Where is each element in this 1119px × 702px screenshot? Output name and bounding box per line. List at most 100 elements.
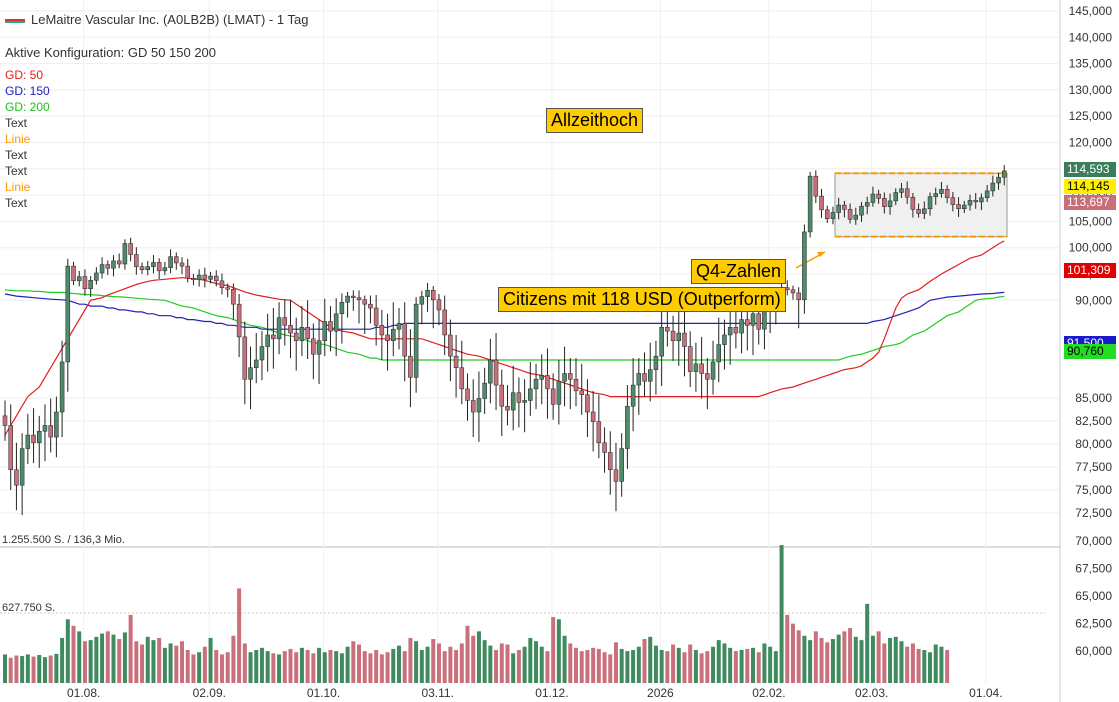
volume-bar [796,630,801,683]
volume-bar [379,654,384,683]
volume-bar [579,651,584,683]
volume-bar [322,652,327,683]
volume-bar [842,631,847,683]
volume-bar [905,646,910,683]
volume-bar [865,603,870,683]
volume-max-label: 1.255.500 S. / 136,3 Mio. [2,534,125,546]
volume-bar [111,634,116,683]
y-tick-label: 135,000 [1069,57,1113,71]
instrument-swatch-icon [5,18,25,23]
candle-body [88,280,93,289]
volume-bar [254,650,259,683]
candle-body [836,204,841,213]
candle-body [522,400,527,403]
candle-body [733,327,739,334]
candle-body [94,272,99,281]
volume-bar [659,650,664,683]
volume-bar [682,652,687,683]
volume-bar [790,623,795,683]
candle-body [562,373,567,382]
candle-body [145,266,150,271]
candle-body [214,275,219,282]
volume-bar [151,640,156,683]
volume-bar [705,651,710,683]
y-tick-label: 105,000 [1069,214,1113,228]
volume-bar [471,635,476,683]
candle-body [453,355,459,368]
volume-bar [848,628,853,683]
volume-bar [830,639,835,683]
candle-body [979,197,984,203]
candle-body [339,301,345,315]
candle-body [916,209,921,214]
candle-body [293,332,299,341]
legend-item: GD: 50 [5,68,44,82]
candle-body [402,323,407,357]
candle-body [716,344,721,363]
candle-body [191,277,196,281]
candle-body [830,212,836,220]
candle-body [653,355,659,370]
y-tick-label: 125,000 [1069,109,1113,123]
candle-body [134,254,139,267]
volume-bar [488,645,493,683]
candle-body [151,262,156,267]
y-tick-label: 75,000 [1075,483,1112,497]
candle-body [590,411,596,422]
volume-bar [499,643,504,683]
y-tick-label: 72,500 [1075,506,1112,520]
volume-bar [922,650,927,683]
volume-bar [31,656,36,683]
volume-bar [345,646,350,683]
candle-body [116,260,122,265]
candle-body [693,363,699,372]
candle-body [796,292,801,301]
candle-body [545,375,550,390]
candle-body [436,299,442,311]
volume-bar [408,637,413,683]
candle-body [48,425,53,438]
candle-body [219,280,225,288]
candle-body [8,425,13,471]
candle-body [676,332,682,341]
volume-bar [539,646,544,683]
volume-bar [836,634,841,683]
volume-bar [402,651,407,683]
y-tick-label: 65,000 [1075,589,1112,603]
volume-bar [534,641,539,683]
candle-body [276,317,282,340]
candle-body [99,264,105,274]
volume-bar [511,653,516,683]
candle-body [596,421,602,444]
candle-body [602,442,607,453]
volume-bar [128,614,133,683]
price-tag: 114,145 [1064,179,1116,194]
x-tick-label: 02.03. [855,686,888,700]
legend-item: GD: 200 [5,100,50,114]
candle-body [54,411,59,438]
candle-body [899,188,904,193]
candle-body [236,303,242,338]
annotation-all-time-high: Allzeithoch [546,108,644,133]
x-tick-label: 01.04. [969,686,1002,700]
price-tag: 114,593 [1064,162,1116,177]
volume-bar [745,648,750,683]
candle-body [533,379,539,390]
volume-bar [282,651,287,683]
volume-bar [625,651,630,683]
price-tag: 90,760 [1064,344,1116,359]
candle-body [179,262,185,267]
legend-item: GD: 150 [5,84,50,98]
candle-body [328,321,333,332]
volume-bar [117,639,122,683]
candle-body [933,193,938,197]
volume-bar [214,650,219,683]
volume-bar [65,619,70,683]
sma50-line [4,240,1005,436]
candle-body [585,394,590,413]
volume-bar [733,651,738,683]
volume-bar [157,637,162,683]
candle-body [76,276,82,282]
candle-body [202,274,208,280]
volume-bar [716,640,721,683]
